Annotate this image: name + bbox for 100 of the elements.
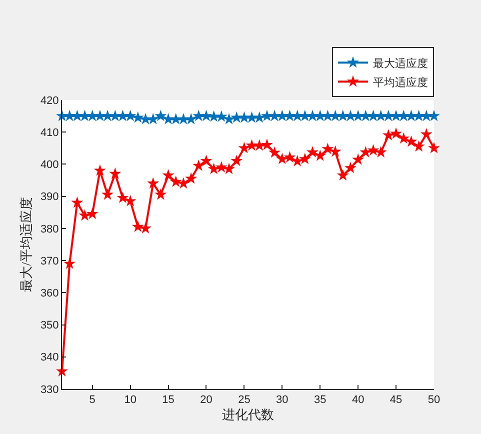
point — [428, 142, 440, 154]
y-tick-label: 410 — [40, 126, 59, 139]
y-tick-label: 370 — [40, 255, 59, 268]
point — [230, 111, 243, 123]
point — [109, 168, 122, 179]
point — [109, 110, 122, 122]
point — [86, 208, 98, 220]
point — [276, 110, 288, 122]
y-axis-title: 最大/平均适应度 — [18, 197, 34, 292]
point — [412, 140, 425, 152]
point — [170, 112, 182, 124]
point — [78, 110, 91, 122]
y-tick-label: 340 — [40, 352, 59, 364]
point — [367, 144, 380, 156]
point — [260, 138, 273, 150]
y-tick-label: 360 — [40, 288, 59, 300]
x-tick-label: 50 — [428, 394, 440, 406]
y-tick-label: 390 — [40, 191, 59, 204]
legend-label: 平均适应度 — [373, 76, 428, 89]
point — [116, 192, 129, 204]
point — [314, 110, 326, 122]
point — [215, 110, 228, 122]
point — [298, 152, 311, 164]
point — [71, 196, 84, 208]
point — [246, 139, 258, 151]
point — [185, 172, 198, 184]
point — [382, 110, 394, 122]
point — [398, 132, 410, 144]
point — [192, 110, 205, 122]
point — [428, 110, 440, 122]
point — [344, 162, 356, 174]
point — [398, 110, 410, 122]
point — [298, 110, 311, 122]
x-tick-label: 40 — [352, 394, 364, 406]
point — [192, 160, 205, 171]
point — [390, 127, 402, 139]
point — [94, 164, 106, 176]
point — [238, 111, 250, 123]
point — [154, 188, 167, 200]
point — [124, 194, 136, 206]
x-tick-label: 35 — [314, 394, 326, 406]
point — [367, 110, 380, 122]
point — [132, 220, 144, 232]
point — [230, 154, 243, 166]
point — [124, 110, 136, 122]
point — [268, 110, 281, 122]
point — [268, 146, 281, 158]
x-tick-label: 5 — [89, 394, 96, 406]
point — [102, 188, 114, 200]
point — [405, 135, 418, 147]
point — [94, 110, 106, 122]
x-tick-label: 15 — [162, 394, 174, 406]
y-tick-label: 380 — [40, 223, 59, 236]
point — [200, 154, 212, 166]
point — [64, 257, 76, 269]
y-tick-label: 330 — [40, 384, 59, 396]
point — [116, 110, 129, 122]
point — [170, 176, 182, 187]
point — [284, 110, 296, 122]
point — [352, 153, 364, 165]
point — [64, 110, 76, 122]
point — [306, 146, 319, 158]
point — [147, 112, 160, 124]
point — [102, 110, 114, 122]
point — [260, 110, 273, 122]
point — [360, 110, 372, 122]
point — [177, 112, 190, 124]
point — [336, 110, 349, 122]
point — [322, 142, 334, 154]
point — [291, 110, 304, 122]
point — [215, 161, 228, 173]
legend-label: 最大适应度 — [373, 56, 428, 70]
point — [147, 177, 160, 189]
point — [86, 110, 98, 122]
y-tick-label: 400 — [40, 159, 59, 172]
point — [344, 110, 356, 122]
x-tick-label: 10 — [124, 394, 136, 406]
point — [154, 110, 167, 122]
point — [336, 169, 349, 181]
point — [352, 110, 364, 122]
y-tick-label: 350 — [40, 320, 59, 332]
point — [71, 110, 84, 122]
point — [314, 150, 326, 161]
point — [405, 110, 418, 122]
point — [420, 128, 432, 140]
x-tick-label: 30 — [276, 394, 288, 406]
point — [322, 110, 334, 122]
point — [284, 151, 296, 163]
point — [162, 169, 174, 181]
point — [390, 110, 402, 122]
x-tick-label: 25 — [238, 394, 250, 406]
x-axis-title: 进化代数 — [222, 406, 274, 422]
point — [246, 111, 258, 123]
point — [185, 112, 198, 124]
point — [412, 110, 425, 122]
x-tick-label: 20 — [200, 394, 212, 406]
y-tick-label: 420 — [40, 94, 59, 107]
x-tick-label: 45 — [390, 394, 402, 406]
point — [200, 110, 212, 122]
point — [329, 110, 342, 122]
